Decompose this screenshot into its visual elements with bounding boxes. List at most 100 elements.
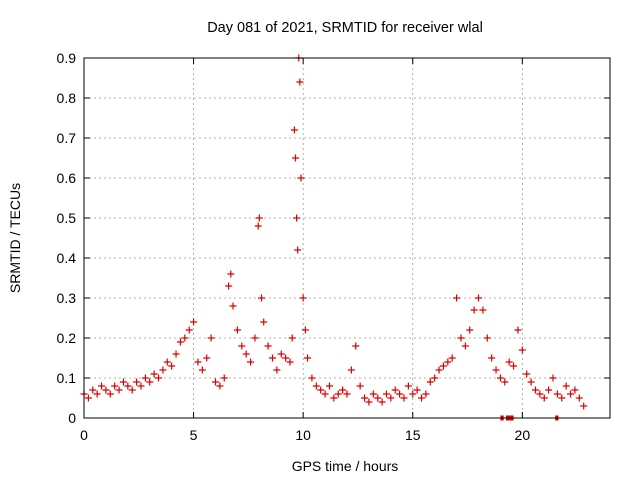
x-tick-label: 0 [80,427,88,443]
data-point [496,374,504,382]
data-point [387,394,395,402]
data-point [444,358,452,366]
data-point [523,370,531,378]
y-axis: 0 0.1 0.2 0.3 0.4 0.5 0.6 0.7 0.8 0.9 [57,50,610,426]
data-point [435,366,443,374]
data-point [124,382,132,390]
data-point [378,398,386,406]
data-point [505,358,513,366]
data-point [453,294,461,302]
data-point [562,382,570,390]
data-point [212,378,219,386]
data-point [251,334,259,342]
data-point [317,386,325,394]
y-tick-label: 0.1 [57,370,77,386]
data-point [106,390,114,398]
data-point [558,394,566,402]
y-axis-label: SRMTID / TECUs [7,183,23,293]
data-point [282,354,290,362]
data-point [273,366,281,374]
data-point [330,394,338,402]
data-point [426,378,434,386]
data-point [277,350,285,358]
data-point [216,382,224,390]
data-point [133,378,141,386]
data-point [514,326,522,334]
data-point [369,390,377,398]
data-point [347,366,355,374]
data-point [290,126,298,134]
data-point [84,394,92,402]
data-point [163,358,171,366]
y-tick-label: 0.6 [57,170,77,186]
data-point [553,390,561,398]
data-point [343,390,351,398]
data-point [404,382,412,390]
data-point [194,358,202,366]
data-point [409,390,417,398]
data-point [119,378,127,386]
y-tick-label: 0.3 [57,290,77,306]
data-point [227,270,235,278]
data-point [93,390,101,398]
data-point [242,350,250,358]
data-point [461,342,469,350]
data-point [296,78,304,86]
data-point [233,326,241,334]
data-point [203,354,211,362]
data-point [168,362,176,370]
data-point [339,386,347,394]
data-point [176,338,184,346]
y-tick-label: 0.2 [57,330,77,346]
data-point [312,382,320,390]
data-point [470,306,478,314]
data-point [159,366,167,374]
data-point [254,222,262,230]
data-point [258,294,266,302]
data-point [431,374,439,382]
data-point [98,382,106,390]
data-point [238,342,246,350]
data-point [492,366,500,374]
data-point [483,334,491,342]
data-point [545,386,553,394]
data-point [356,382,364,390]
data-point [400,394,408,402]
data-point [301,326,309,334]
data-point [518,346,526,354]
data-point [89,386,97,394]
data-point [396,390,404,398]
y-tick-label: 0.4 [57,250,77,266]
data-point [439,362,447,370]
data-point [531,386,539,394]
x-axis-label: GPS time / hours [292,458,399,474]
data-point [291,154,299,162]
y-tick-label: 0.9 [57,50,77,66]
data-point [288,334,296,342]
y-tick-label: 0.7 [57,130,77,146]
data-point [334,390,342,398]
data-point [299,294,307,302]
data-point [413,386,421,394]
data-point [571,386,579,394]
data-point [501,378,509,386]
data-point [264,342,272,350]
data-point [361,394,369,402]
data-point [527,378,535,386]
data-point [475,294,482,302]
data-point [225,282,233,290]
data-point [536,390,544,398]
data-point [115,386,123,394]
x-tick-label: 15 [405,427,421,443]
data-point [321,390,329,398]
data-point [488,354,496,362]
data-point [102,386,110,394]
data-point [111,382,119,390]
data-point [137,382,145,390]
data-point [172,350,180,358]
data-point [457,334,465,342]
grid-lines [84,58,610,418]
plot-frame [83,57,611,419]
data-point [294,246,302,254]
